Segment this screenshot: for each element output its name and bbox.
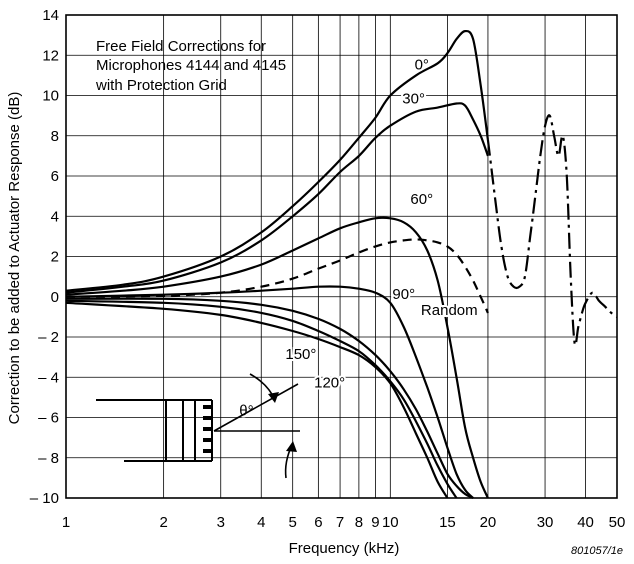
x-tick-label: 9 — [371, 514, 379, 531]
tick-labels: 1 2 3 4 5 6 7 8 9 10 15 20 30 40 50– 10– 8– 6– 4– 2024… — [30, 7, 626, 531]
x-tick-label: 6 — [314, 514, 322, 531]
plot-frame — [65, 14, 618, 499]
series-curve — [486, 114, 618, 347]
y-tick-label: – 10 — [30, 490, 59, 507]
y-tick-label: 2 — [51, 249, 59, 266]
x-tick-label: 30 — [537, 514, 554, 531]
x-tick-label: 40 — [577, 514, 594, 531]
series-curve — [65, 297, 474, 499]
incidence-angle-sketch — [213, 373, 300, 479]
curve-label: θ° — [239, 402, 253, 419]
series-curve — [65, 216, 489, 499]
x-tick-label: 2 — [159, 514, 167, 531]
y-tick-label: 14 — [42, 7, 59, 24]
curve-label: 0° — [415, 56, 429, 73]
x-tick-label: 1 — [62, 514, 70, 531]
x-tick-label: 4 — [257, 514, 265, 531]
chart-note-line-1: Free Field Corrections for — [96, 38, 266, 55]
y-tick-label: – 4 — [38, 369, 59, 386]
response-curves — [65, 29, 618, 499]
angle-arrowheads — [268, 392, 297, 452]
y-tick-label: 10 — [42, 88, 59, 105]
y-tick-label: 4 — [51, 208, 59, 225]
y-tick-label: – 8 — [38, 450, 59, 467]
series-curve — [65, 102, 489, 294]
series-curve — [65, 301, 449, 499]
x-axis-title: Frequency (kHz) — [289, 540, 400, 557]
microphone-diagram — [96, 399, 213, 462]
grid-lines — [65, 14, 618, 499]
chart-note-line-3: with Protection Grid — [95, 77, 227, 94]
y-tick-label: 12 — [42, 47, 59, 64]
axes — [65, 14, 618, 499]
curve-label: 90° — [392, 286, 415, 303]
y-tick-label: 8 — [51, 128, 59, 145]
x-tick-label: 8 — [355, 514, 363, 531]
figure-reference: 801057/1e — [571, 545, 623, 557]
series-curve — [65, 29, 489, 292]
curve-label: 60° — [410, 191, 433, 208]
x-tick-label: 5 — [289, 514, 297, 531]
curve-label: Random — [421, 302, 478, 319]
protection-grid-teeth — [203, 405, 212, 453]
x-tick-label: 10 — [382, 514, 399, 531]
x-tick-label: 20 — [480, 514, 497, 531]
curve-label: 150° — [285, 346, 316, 363]
series-curve — [65, 238, 489, 314]
y-tick-label: 6 — [51, 168, 59, 185]
series-curve — [65, 299, 458, 499]
y-tick-label: – 6 — [38, 410, 59, 427]
y-axis-title: Correction to be added to Actuator Respo… — [6, 92, 23, 425]
x-tick-label: 50 — [609, 514, 626, 531]
series-curve — [65, 285, 474, 499]
chart-note-line-2: Microphones 4144 and 4145 — [96, 57, 286, 74]
curve-annotations: 0° 30° 60° 90° Random 150° 120° θ° — [237, 54, 479, 421]
x-tick-label: 15 — [439, 514, 456, 531]
y-tick-label: 0 — [51, 289, 59, 306]
curve-label: 120° — [314, 374, 345, 391]
x-tick-label: 3 — [217, 514, 225, 531]
curve-label: 30° — [402, 91, 425, 108]
y-tick-label: – 2 — [38, 329, 59, 346]
x-tick-label: 7 — [336, 514, 344, 531]
